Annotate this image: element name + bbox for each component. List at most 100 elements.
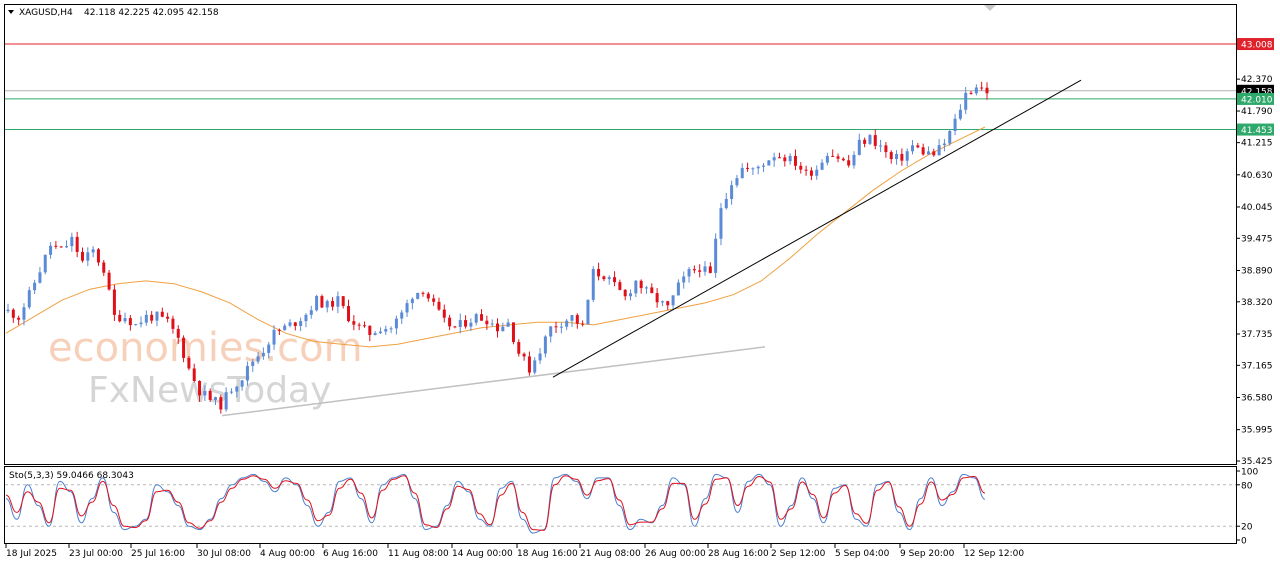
candle-body [102,262,106,273]
candle-body [825,155,829,163]
old-trendline[interactable] [221,346,766,417]
candle-body [86,252,90,261]
candle-body [256,356,260,362]
candle-body [373,333,377,335]
candle-body [421,292,425,294]
candle-body [65,246,69,248]
candle-body [352,321,356,325]
watermark-economies: economies.com [48,325,363,371]
candle-body [554,326,558,328]
candle-body [895,153,899,160]
candle-body [958,109,962,119]
candle-body [602,276,606,280]
candle-body [288,322,292,326]
candle-body [171,318,175,329]
candle-body [128,318,132,326]
candle-body [224,392,228,410]
candle-body [405,303,409,313]
symbol-label: XAGUSD,H4 [19,8,73,18]
support2-price-label-bg [1237,123,1274,136]
candle-body [836,156,840,159]
candle-body [325,301,329,308]
candle-body [783,157,787,162]
trendlines-layer [221,79,1082,417]
stoch-tick-label: 80 [1241,481,1253,491]
candle-body [788,155,792,162]
candle-body [692,269,696,271]
candle-body [889,152,893,160]
x-tick-label: 28 Aug 16:00 [708,549,769,559]
candle-body [267,344,271,353]
candle-body [804,169,808,171]
candle-body [277,329,281,331]
stochastic-layer [5,473,1236,534]
candle-body [629,293,633,297]
candle-body [453,326,457,328]
candle-body [182,337,186,358]
candle-body [559,326,563,328]
candle-body [873,135,877,146]
candle-body [261,352,265,357]
y-tick-label: 37.735 [1241,330,1273,340]
candle-body [341,296,345,307]
candle-body [953,118,957,131]
candle-body [730,185,734,200]
candle-body [208,390,212,400]
support1-price-label: 42.010 [1241,95,1273,105]
ascending-trendline[interactable] [552,79,1082,378]
main-panel-frame [4,4,1237,465]
x-tick-label: 12 Sep 12:00 [964,549,1024,559]
candle-body [879,145,883,147]
candle-body [735,178,739,186]
candle-body [293,322,297,326]
candle-body [586,299,590,325]
time-axis[interactable]: 18 Jul 2025 23 Jul 00:00 25 Jul 16:00 30 Ju… [5,544,1024,559]
candle-body [639,280,643,289]
candle-body [809,170,813,176]
candle-body [565,320,569,327]
current-price-label: 42.158 [1241,87,1273,97]
candle-body [746,167,750,169]
candle-body [581,323,585,325]
x-tick-label: 23 Jul 00:00 [69,549,123,559]
y-tick-label: 35.425 [1241,457,1273,467]
candle-body [597,269,601,277]
candle-body [777,157,781,159]
candle-body [682,276,686,283]
stoch-tick-label: 20 [1241,523,1253,533]
support1-price-label-bg [1237,92,1274,105]
chart-shift-marker-icon[interactable] [984,5,996,11]
candle-body [38,272,42,283]
candle-body [155,311,159,321]
candle-body [107,272,111,290]
candle-body [868,135,872,144]
candle-body [11,309,15,318]
candle-body [623,289,627,297]
candle-body [304,314,308,322]
y-tick-label: 40.045 [1241,203,1273,213]
candle-body [969,92,973,94]
candle-body [485,320,489,325]
candle-body [187,357,191,369]
candle-body [469,322,473,327]
candles-layer [6,81,989,414]
candle-body [357,324,361,326]
symbol-dropdown-icon[interactable] [8,10,14,14]
candle-body [394,318,398,329]
candle-body [708,266,712,273]
candle-body [655,293,659,303]
candle-body [740,167,744,179]
candle-body [192,368,196,381]
candle-body [985,87,989,94]
candle-body [219,397,223,410]
candle-body [368,325,372,335]
candle-body [54,245,58,247]
candle-body [80,251,84,261]
candle-body [703,266,707,272]
candle-body [166,316,170,319]
candle-body [235,386,239,392]
candle-body [251,361,255,366]
candle-body [527,356,531,373]
candle-body [203,390,207,396]
